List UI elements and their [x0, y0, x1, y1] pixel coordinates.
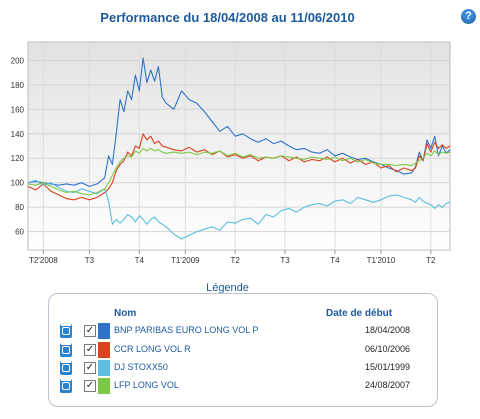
- x-tick-label: T1'2010: [367, 256, 396, 265]
- legend-header-date: Date de début: [326, 308, 393, 319]
- y-tick-label: 80: [15, 203, 24, 212]
- x-tick-label: T3: [280, 256, 290, 265]
- delete-icon[interactable]: [60, 361, 72, 375]
- series-name[interactable]: DJ STOXX50: [114, 362, 168, 372]
- series-group: [27, 57, 451, 240]
- series-checkbox[interactable]: ✓: [84, 362, 96, 374]
- x-tick-label: T3: [85, 256, 95, 265]
- y-axis: 60 80 100 120 140 160 180 200: [11, 56, 25, 236]
- grid: [28, 42, 450, 250]
- legend-row: ✓ CCR LONG VOL R 06/10/2006: [56, 342, 426, 358]
- chart-svg: 60 80 100 120 140 160 180 200 T2'2008 T3 T4 T1'200…: [11, 41, 451, 265]
- series-name[interactable]: CCR LONG VOL R: [114, 344, 191, 354]
- legend-header-name: Nom: [114, 308, 137, 319]
- legend-panel: [48, 293, 438, 407]
- x-tick-label: T4: [135, 256, 145, 265]
- y-tick-label: 120: [11, 154, 25, 163]
- y-tick-label: 200: [11, 56, 25, 65]
- series-line: [27, 179, 451, 240]
- series-start-date: 18/04/2008: [364, 325, 410, 335]
- y-tick-label: 180: [11, 81, 25, 90]
- series-color-swatch: [98, 342, 110, 358]
- legend-row: ✓ DJ STOXX50 15/01/1999: [56, 360, 426, 376]
- legend-row: ✓ LFP LONG VOL 24/08/2007: [56, 378, 426, 394]
- series-line: [27, 57, 451, 187]
- legend-title: Légende: [206, 282, 249, 294]
- series-start-date: 06/10/2006: [364, 344, 410, 354]
- help-icon[interactable]: ?: [461, 9, 476, 24]
- delete-icon[interactable]: [60, 379, 72, 393]
- series-name[interactable]: BNP PARIBAS EURO LONG VOL P: [114, 325, 259, 335]
- y-tick-label: 60: [15, 228, 24, 237]
- y-tick-label: 140: [11, 130, 25, 139]
- series-color-swatch: [98, 323, 110, 339]
- x-tick-label: T2: [230, 256, 240, 265]
- delete-icon[interactable]: [60, 324, 72, 338]
- series-checkbox[interactable]: ✓: [84, 344, 96, 356]
- x-tick-label: T1'2009: [171, 256, 200, 265]
- legend-row: ✓ BNP PARIBAS EURO LONG VOL P 18/04/2008: [56, 323, 426, 339]
- series-checkbox[interactable]: ✓: [84, 325, 96, 337]
- x-axis: T2'2008 T3 T4 T1'2009 T2 T3 T4 T1'2010 T2: [29, 250, 436, 265]
- series-line: [27, 133, 451, 201]
- series-line: [27, 147, 451, 196]
- y-tick-label: 100: [11, 179, 25, 188]
- series-color-swatch: [98, 360, 110, 376]
- series-name[interactable]: LFP LONG VOL: [114, 380, 179, 390]
- delete-icon[interactable]: [60, 343, 72, 357]
- series-start-date: 24/08/2007: [364, 380, 410, 390]
- performance-chart: 60 80 100 120 140 160 180 200 T2'2008 T3 T4 T1'200…: [11, 41, 451, 265]
- series-checkbox[interactable]: ✓: [84, 380, 96, 392]
- x-tick-label: T4: [330, 256, 340, 265]
- x-tick-label: T2: [426, 256, 436, 265]
- y-tick-label: 160: [11, 105, 25, 114]
- x-tick-label: T2'2008: [29, 256, 58, 265]
- chart-title: Performance du 18/04/2008 au 11/06/2010: [100, 10, 355, 25]
- series-start-date: 15/01/1999: [364, 362, 410, 372]
- plot-area: [27, 41, 451, 251]
- series-color-swatch: [98, 378, 110, 394]
